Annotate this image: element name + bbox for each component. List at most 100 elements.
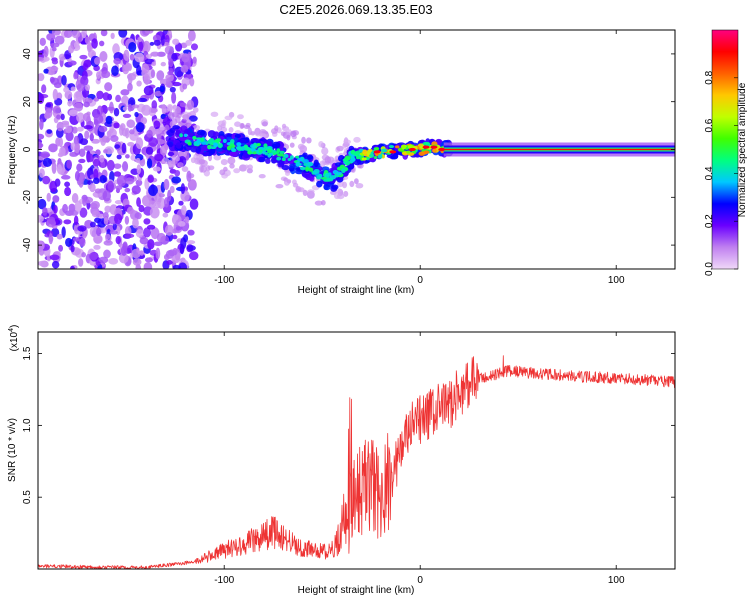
noise-blob [138, 204, 145, 213]
noise-blob [92, 158, 100, 167]
halo-blob [181, 166, 189, 172]
noise-blob [65, 131, 74, 142]
noise-blob [155, 247, 161, 260]
noise-blob [189, 198, 199, 210]
noise-blob [104, 82, 113, 92]
ridge-core-blob [192, 135, 197, 140]
x-tick-label: -100 [214, 575, 234, 586]
noise-blob [190, 43, 199, 51]
noise-blob [82, 230, 87, 239]
noise-blob [131, 185, 141, 195]
noise-blob [51, 227, 60, 238]
ridge-core-blob [307, 161, 314, 167]
peak-blob [438, 147, 446, 152]
ridge-core-blob [226, 142, 231, 146]
noise-blob [164, 197, 169, 208]
chart-title: C2E5.2026.069.13.35.E03 [279, 2, 432, 17]
noise-blob [146, 158, 153, 169]
noise-blob [134, 52, 145, 63]
noise-blob [126, 206, 134, 215]
noise-blob [178, 149, 187, 159]
noise-blob [162, 212, 169, 218]
noise-blob [115, 236, 121, 245]
noise-blob [102, 92, 110, 101]
noise-blob [177, 220, 186, 227]
noise-blob [70, 245, 75, 253]
y-tick-label: -40 [22, 237, 33, 252]
halo-blob [295, 186, 300, 192]
halo-blob [321, 147, 329, 156]
halo-blob [220, 126, 228, 133]
y-tick-label: 40 [22, 48, 33, 60]
noise-blob [147, 238, 155, 250]
ridge-band-blob [258, 156, 266, 163]
noise-blob [134, 212, 142, 220]
noise-blob [74, 102, 84, 112]
halo-blob [192, 107, 199, 113]
noise-blob [45, 102, 52, 108]
tone-peak-line [443, 148, 675, 151]
noise-blob [192, 56, 197, 64]
ridge-band-blob [393, 154, 399, 159]
halo-blob [289, 142, 295, 148]
ridge-band-blob [234, 133, 241, 139]
noise-blob [114, 144, 121, 149]
noise-blob [80, 75, 89, 87]
noise-blob [43, 45, 49, 58]
noise-blob [189, 77, 195, 87]
noise-blob [124, 215, 130, 225]
noise-blob [49, 76, 55, 83]
halo-blob [198, 159, 206, 165]
noise-blob [94, 188, 102, 194]
halo-blob [190, 157, 196, 164]
noise-blob [76, 112, 85, 123]
spectrogram-x-label: Height of straight line (km) [298, 285, 415, 296]
halo-blob [243, 124, 251, 129]
halo-blob [247, 164, 253, 171]
ridge-band-blob [184, 128, 191, 134]
noise-blob [111, 65, 119, 77]
noise-blob [135, 157, 141, 163]
noise-blob [95, 227, 102, 237]
ridge-core-blob [289, 155, 294, 160]
ridge-core-blob [329, 175, 337, 180]
ridge-core-blob [325, 173, 330, 177]
noise-blob [96, 90, 104, 100]
ridge-core-blob [213, 142, 219, 148]
halo-blob [297, 143, 305, 150]
ridge-core-blob [287, 158, 292, 162]
noise-blob [110, 32, 115, 40]
peak-blob [373, 150, 381, 154]
snr-y-label: SNR (10 * v/v) [7, 418, 18, 482]
ridge-core-blob [355, 156, 361, 160]
noise-blob [91, 138, 100, 144]
halo-blob [177, 162, 184, 168]
noise-blob [83, 145, 94, 152]
ridge-core-blob [276, 148, 281, 153]
halo-blob [234, 121, 242, 127]
noise-blob [124, 177, 135, 185]
noise-blob [61, 74, 67, 86]
noise-blob [113, 163, 122, 170]
noise-blob [135, 137, 144, 150]
halo-blob [342, 143, 347, 149]
noise-blob [148, 200, 157, 208]
noise-blob [89, 221, 96, 228]
noise-blob [42, 175, 51, 185]
noise-blob [150, 69, 156, 79]
noise-blob [51, 47, 57, 52]
noise-blob [45, 108, 53, 119]
noise-blob [78, 258, 84, 267]
noise-blob [134, 111, 139, 118]
noise-blob [52, 88, 58, 101]
noise-blob [108, 257, 119, 265]
halo-blob [185, 119, 192, 128]
noise-blob [167, 151, 175, 157]
noise-blob [150, 51, 160, 57]
noise-blob [104, 205, 112, 213]
halo-blob [314, 200, 323, 206]
noise-blob [58, 137, 63, 148]
noise-blob [156, 232, 166, 243]
noise-blob [107, 180, 114, 192]
ridge-band-blob [167, 141, 173, 148]
